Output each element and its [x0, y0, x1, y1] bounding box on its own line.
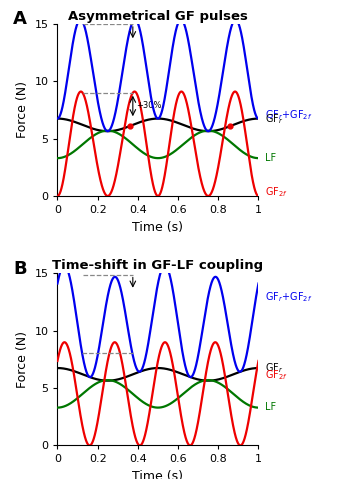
Text: +30%: +30% [136, 102, 161, 111]
Text: LF: LF [265, 153, 276, 163]
Title: Asymmetrical GF pulses: Asymmetrical GF pulses [68, 10, 248, 23]
Y-axis label: Force (N): Force (N) [16, 331, 29, 388]
Text: LF: LF [265, 402, 276, 412]
Text: GF$_{2f}$: GF$_{2f}$ [265, 368, 287, 382]
Y-axis label: Force (N): Force (N) [16, 81, 29, 138]
Text: GF$_r$: GF$_r$ [265, 112, 283, 125]
Text: GF$_r$+GF$_{2f}$: GF$_r$+GF$_{2f}$ [265, 108, 312, 122]
X-axis label: Time (s): Time (s) [132, 221, 183, 234]
Title: Time-shift in GF-LF coupling: Time-shift in GF-LF coupling [52, 259, 264, 272]
X-axis label: Time (s): Time (s) [132, 470, 183, 479]
Text: GF$_{2f}$: GF$_{2f}$ [265, 185, 287, 199]
Text: B: B [13, 260, 27, 278]
Text: A: A [13, 10, 27, 28]
Text: GF$_r$: GF$_r$ [265, 361, 283, 375]
Text: GF$_r$+GF$_{2f}$: GF$_r$+GF$_{2f}$ [265, 291, 312, 305]
